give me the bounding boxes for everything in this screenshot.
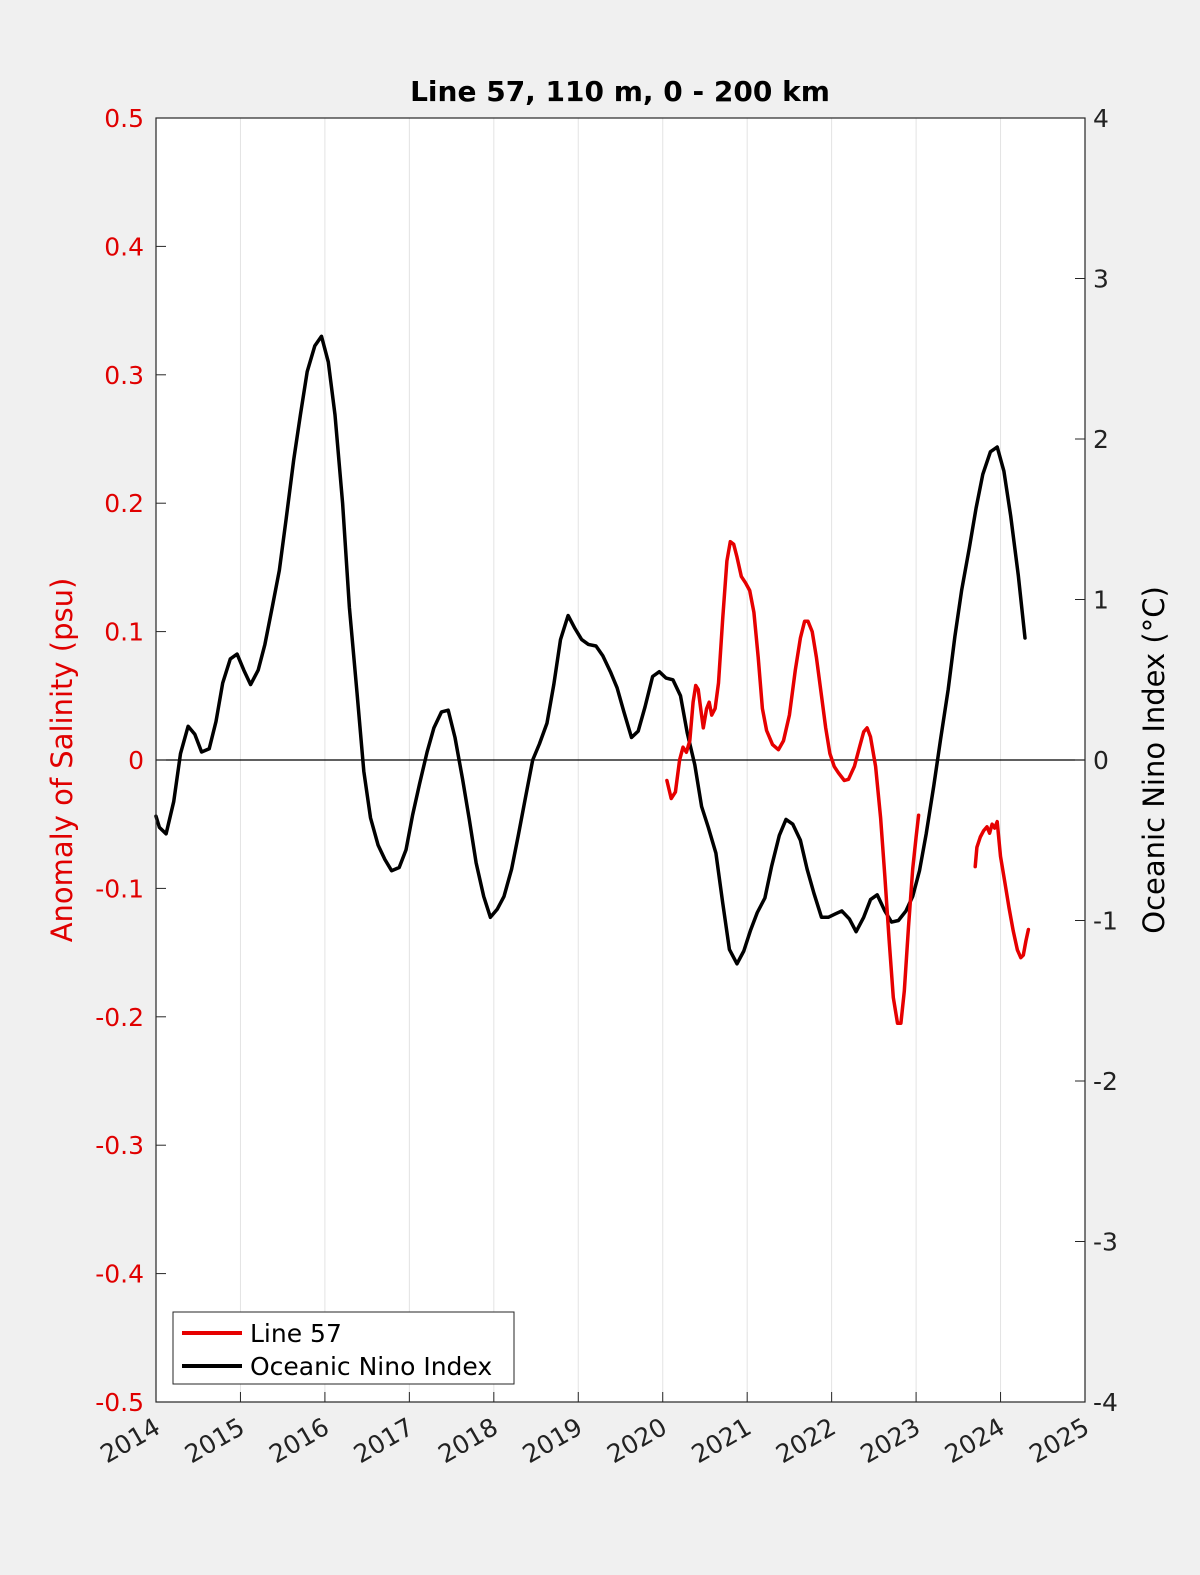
series-layer: [154, 334, 1031, 1025]
right-tick-label: -4: [1093, 1388, 1118, 1417]
left-tick-label: 0.5: [104, 104, 144, 133]
x-tick-label: 2023: [855, 1412, 925, 1469]
left-tick-label: 0.3: [104, 361, 144, 390]
left-tick-label: 0: [128, 746, 144, 775]
chart-title: Line 57, 110 m, 0 - 200 km: [410, 75, 830, 108]
right-axis: -4 -3 -2 -1 0 1 2 3 4: [1075, 104, 1118, 1417]
left-tick-label: 0.2: [104, 489, 144, 518]
right-tick-label: 3: [1093, 265, 1109, 294]
legend-box: [172, 1311, 515, 1385]
x-tick-label: 2022: [771, 1412, 841, 1469]
series-oceanic-nino-index-segment-0: [154, 334, 1027, 966]
right-tick-label: -3: [1093, 1228, 1118, 1257]
x-tick-label: 2025: [1024, 1412, 1094, 1469]
left-tick-label: 0.4: [104, 232, 144, 261]
right-tick-label: -1: [1093, 907, 1118, 936]
series-line-57-segment-1: [973, 819, 1031, 960]
legend: Line 57 Oceanic Nino Index: [172, 1311, 515, 1385]
x-tick-label: 2015: [180, 1412, 250, 1469]
x-tick-label: 2014: [95, 1412, 165, 1469]
x-tick-label: 2017: [349, 1412, 419, 1469]
left-tick-label: 0.1: [104, 618, 144, 647]
legend-label-line-57: Line 57: [250, 1319, 342, 1348]
y-axis-label-left: Anomaly of Salinity (psu): [45, 578, 79, 943]
x-axis: 2014 2015 2016 2017 2018 2019 2020 2021 2022 2023…: [95, 1392, 1094, 1469]
x-tick-label: 2021: [687, 1412, 757, 1469]
x-tick-label: 2020: [602, 1412, 672, 1469]
x-tick-label: 2024: [940, 1412, 1010, 1469]
y-axis-label-right: Oceanic Nino Index (°C): [1137, 586, 1171, 934]
left-tick-label: -0.2: [95, 1003, 144, 1032]
left-tick-label: -0.3: [95, 1131, 144, 1160]
series-line-57-segment-0: [665, 539, 921, 1025]
right-tick-label: 2: [1093, 425, 1109, 454]
x-tick-label: 2016: [264, 1412, 334, 1469]
left-tick-label: -0.5: [95, 1388, 144, 1417]
x-tick-label: 2018: [433, 1412, 503, 1469]
x-tick-label: 2019: [518, 1412, 588, 1469]
right-tick-label: 1: [1093, 586, 1109, 615]
right-tick-label: 0: [1093, 746, 1109, 775]
right-tick-label: -2: [1093, 1067, 1118, 1096]
right-tick-label: 4: [1093, 104, 1109, 133]
left-tick-label: -0.1: [95, 874, 144, 903]
legend-label-oceanic-nino-index: Oceanic Nino Index: [250, 1352, 492, 1381]
left-axis: -0.5 -0.4 -0.3 -0.2 -0.1 0 0.1 0.2 0.3 0.4 0.5: [95, 104, 166, 1417]
left-tick-label: -0.4: [95, 1260, 144, 1289]
